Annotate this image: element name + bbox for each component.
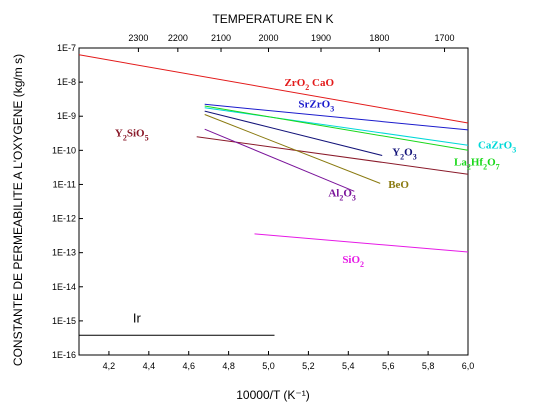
series-label-part: CaO <box>309 77 334 89</box>
top-tick-label: 2300 <box>128 33 148 43</box>
top-axis-ticks: 2300 2200 2100 2000 1900 1800 1700 <box>128 33 455 52</box>
series-label-part: O <box>487 157 496 169</box>
x-tick-label: 4,8 <box>222 361 235 371</box>
series-label-la2hf2o7: La2Hf2O7 <box>454 157 500 172</box>
series-label-part: 2 <box>305 83 309 92</box>
series-label-cazro3: CaZrO3 <box>478 140 516 155</box>
series-label-srzro3: SrZrO3 <box>298 99 334 114</box>
series-line-y2sio5 <box>196 136 469 175</box>
series-label-part: O <box>404 146 413 158</box>
x-tick-label: 5,0 <box>262 361 275 371</box>
x-tick-label: 6,0 <box>462 361 475 371</box>
top-tick-label: 2000 <box>258 33 278 43</box>
series-label-part: 3 <box>330 105 334 114</box>
series-line-zro2-cao <box>78 54 469 124</box>
y-tick-label: 1E-14 <box>52 282 76 292</box>
x-tick-label: 4,4 <box>143 361 156 371</box>
series-label-part: 2 <box>360 260 364 269</box>
y-tick-label: 1E-9 <box>57 111 76 121</box>
series-label-part: ZrO <box>284 77 305 89</box>
top-tick-label: 2100 <box>211 33 231 43</box>
series-line-cazro3 <box>204 107 469 146</box>
y-tick-label: 1E-11 <box>53 179 76 189</box>
top-axis-title: TEMPERATURE EN K <box>212 12 333 26</box>
top-tick-label: 2200 <box>168 33 188 43</box>
series-label-part: 5 <box>145 134 149 143</box>
y-axis-title: CONSTANTE DE PERMEABILITE A L'OXYGENE (k… <box>11 54 25 366</box>
left-axis-ticks: 1E-7 1E-8 1E-9 1E-10 1E-11 1E-12 1E-13 1E-14 1E-… <box>52 43 83 360</box>
y-tick-label: 1E-8 <box>57 77 76 87</box>
series-line-beo <box>204 114 381 184</box>
series-lines <box>78 54 469 336</box>
series-label-part: 2 <box>339 193 343 202</box>
series-label-part: Ir <box>133 311 142 326</box>
series-label-part: 2 <box>400 152 404 161</box>
series-label-part: O <box>343 187 352 199</box>
series-label-part: La <box>454 157 467 169</box>
series-label-part: 3 <box>352 193 356 202</box>
series-label-ir: Ir <box>133 311 142 326</box>
plot-area <box>78 47 469 356</box>
x-axis-title: 10000/T (K⁻¹) <box>236 388 309 402</box>
series-label-part: CaZrO <box>478 140 513 152</box>
series-label-part: Al <box>328 187 339 199</box>
series-label-y2sio5: Y2SiO5 <box>115 128 149 143</box>
series-label-sio2: SiO2 <box>342 254 364 269</box>
series-label-part: Y <box>392 146 400 158</box>
series-line-la2hf2o7 <box>204 105 469 151</box>
series-line-y2o3 <box>204 110 383 156</box>
series-label-y2o3: Y2O3 <box>392 146 417 161</box>
y-tick-label: 1E-13 <box>52 248 76 258</box>
series-label-part: 3 <box>413 152 417 161</box>
y-tick-label: 1E-12 <box>52 214 76 224</box>
series-label-part: BeO <box>388 179 409 191</box>
x-tick-label: 5,8 <box>422 361 435 371</box>
series-line-sio2 <box>254 233 469 253</box>
series-label-part: SiO <box>342 254 360 266</box>
series-label-beo: BeO <box>388 179 409 191</box>
top-tick-label: 1700 <box>435 33 455 43</box>
series-label-part: Hf <box>471 157 484 169</box>
series-line-srzro3 <box>204 103 469 131</box>
series-label-part: Y <box>115 128 123 140</box>
x-tick-label: 5,2 <box>302 361 315 371</box>
series-label-part: 2 <box>483 163 487 172</box>
series-label-zro2-cao: ZrO2 CaO <box>284 77 334 92</box>
y-tick-label: 1E-7 <box>57 43 76 53</box>
series-label-part: 7 <box>496 163 500 172</box>
series-label-part: SrZrO <box>298 99 330 111</box>
y-tick-label: 1E-15 <box>52 316 76 326</box>
series-label-al2o3: Al2O3 <box>328 187 356 202</box>
y-tick-label: 1E-10 <box>52 145 76 155</box>
series-labels: ZrO2 CaOSrZrO3CaZrO3La2Hf2O7Y2O3Y2SiO5Al… <box>115 77 516 325</box>
series-line-al2o3 <box>204 128 355 192</box>
top-tick-label: 1800 <box>369 33 389 43</box>
bottom-axis-ticks: 4,2 4,4 4,6 4,8 5,0 5,2 5,4 5,6 5,8 6,0 <box>103 351 475 371</box>
x-tick-label: 5,4 <box>342 361 355 371</box>
series-label-part: 2 <box>467 163 471 172</box>
x-tick-label: 4,2 <box>103 361 116 371</box>
y-tick-label: 1E-16 <box>52 350 76 360</box>
series-label-part: SiO <box>127 128 145 140</box>
top-tick-label: 1900 <box>311 33 331 43</box>
series-label-part: 2 <box>123 134 127 143</box>
series-label-part: 3 <box>512 146 516 155</box>
x-tick-label: 5,6 <box>382 361 395 371</box>
x-tick-label: 4,6 <box>182 361 195 371</box>
